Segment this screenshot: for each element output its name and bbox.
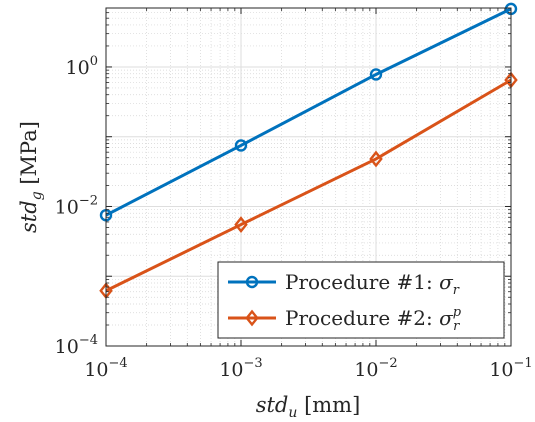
x-tick-label: 10−2 bbox=[354, 356, 397, 381]
series-2-point bbox=[369, 150, 383, 168]
series-line-1 bbox=[105, 7, 512, 217]
x-tick-label: 10−1 bbox=[489, 356, 532, 381]
series-layer bbox=[99, 2, 518, 300]
y-axis-label-unit: [MPa] bbox=[17, 121, 41, 185]
y-tick-label: 10−2 bbox=[55, 193, 98, 218]
legend-swatch-marker bbox=[245, 275, 259, 289]
series-1-point bbox=[369, 68, 383, 81]
x-tick-label: 10−3 bbox=[219, 356, 262, 381]
axis-ticks bbox=[105, 8, 512, 347]
plot-frame bbox=[105, 7, 512, 347]
legend-box bbox=[217, 261, 505, 339]
legend-entries: Procedure #1: σr Procedure #2: σp r bbox=[228, 270, 462, 334]
y-axis-label-var: std bbox=[17, 200, 41, 233]
series-line-2 bbox=[105, 78, 512, 293]
x-axis-label: stdu [mm] bbox=[256, 393, 361, 421]
x-tick-label: 10−4 bbox=[84, 356, 127, 381]
y-tick-label: 100 bbox=[66, 54, 98, 79]
x-axis-label-unit: [mm] bbox=[304, 393, 360, 417]
tick-labels: 10−4 10−3 10−2 10−1 10−4 10−2 100 bbox=[55, 54, 533, 381]
y-axis-label: stdg [MPa] bbox=[17, 121, 45, 233]
legend: Procedure #1: σr Procedure #2: σp r bbox=[217, 261, 505, 339]
legend-label: Procedure #2: σp r bbox=[285, 305, 462, 334]
y-axis-label-sub: g bbox=[29, 191, 45, 200]
y-tick-label: 10−4 bbox=[55, 333, 98, 358]
legend-swatch-marker bbox=[245, 309, 259, 327]
series-2-point bbox=[234, 216, 248, 234]
x-axis-label-var: std bbox=[256, 393, 289, 417]
legend-label: Procedure #1: σr bbox=[285, 270, 460, 298]
series-1-point bbox=[234, 139, 248, 152]
minor-grid bbox=[106, 8, 511, 346]
x-axis-label-sub: u bbox=[288, 405, 297, 421]
